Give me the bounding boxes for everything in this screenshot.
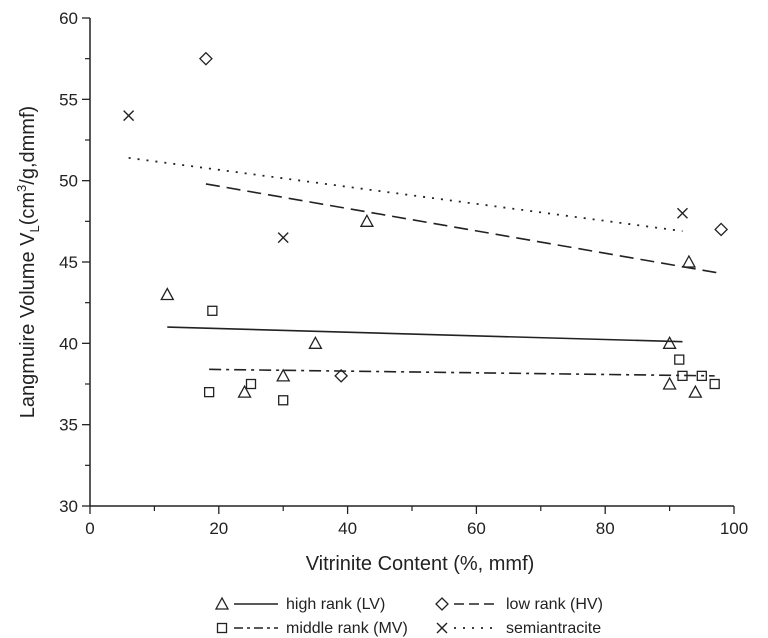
y-tick-label: 30 (59, 497, 78, 516)
point-cross (676, 207, 688, 219)
point-diamond (714, 222, 729, 237)
point-diamond (199, 51, 213, 66)
y-axis-title: Langmuire Volume VL(cm3/g,dmmf) (14, 106, 42, 418)
data-points (123, 51, 729, 406)
legend-marker-square (216, 622, 228, 634)
y-axis-title-close: /g,dmmf) (17, 106, 39, 185)
y-axis-title-subscript: L (27, 225, 42, 232)
x-tick-label: 60 (467, 519, 486, 538)
point-square (278, 395, 289, 406)
y-tick-label: 55 (59, 90, 78, 109)
x-tick-label: 80 (596, 519, 615, 538)
y-tick-label: 35 (59, 416, 78, 435)
point-triangle (688, 384, 703, 398)
point-square (207, 305, 218, 316)
legend-label-cross: semiantracite (506, 620, 601, 637)
fit-line-triangle (167, 326, 683, 343)
point-triangle (276, 368, 291, 382)
y-axis-title-open: (cm (17, 192, 39, 225)
legend-marker-diamond (435, 597, 449, 611)
point-triangle (237, 384, 252, 398)
y-axis-title-superscript: 3 (14, 185, 29, 192)
point-triangle (681, 254, 697, 268)
point-triangle (662, 335, 677, 349)
point-square (677, 370, 688, 382)
x-tick-label: 40 (338, 519, 357, 538)
tick-labels: 0 20 40 60 80 100 30 35 40 45 50 55 60 (59, 9, 748, 538)
y-tick-label: 50 (59, 172, 78, 191)
legend-marker-triangle (214, 596, 230, 610)
legend: high rank (LV) low rank (HV) middle rank (… (214, 596, 603, 637)
fit-line-square (209, 368, 715, 377)
point-square (709, 378, 720, 390)
y-axis-title-main: Langmuire Volume V (17, 232, 39, 418)
point-square (203, 386, 215, 398)
x-tick-label: 100 (720, 519, 748, 538)
x-axis-title: Vitrinite Content (%, mmf) (306, 553, 535, 575)
legend-entry-diamond: low rank (HV) (435, 596, 603, 613)
axes (82, 17, 735, 514)
point-cross-stroke-b (277, 232, 289, 244)
legend-label-diamond: low rank (HV) (506, 596, 603, 613)
legend-entry-square: middle rank (MV) (216, 620, 408, 637)
y-tick-label: 60 (59, 9, 78, 28)
point-square (674, 354, 685, 365)
y-tick-label: 45 (59, 253, 78, 272)
point-triangle (308, 335, 323, 349)
legend-label-square: middle rank (MV) (286, 620, 408, 637)
fit-line-diamond (205, 183, 722, 275)
fit-lines (128, 157, 722, 377)
point-triangle (359, 213, 375, 227)
legend-label-triangle: high rank (LV) (286, 596, 385, 613)
point-cross (277, 232, 289, 244)
x-tick-label: 0 (85, 519, 94, 538)
point-cross-stroke-b (123, 110, 135, 122)
point-square (696, 370, 707, 382)
point-square (245, 378, 257, 390)
point-cross-stroke-b (676, 207, 688, 219)
legend-entry-triangle: high rank (LV) (214, 596, 385, 613)
legend-entry-cross: semiantracite (436, 620, 601, 637)
y-tick-label: 40 (59, 334, 78, 353)
point-cross (123, 110, 135, 122)
point-triangle (662, 376, 677, 390)
legend-marker-cross-stroke-b (436, 622, 448, 634)
fit-line-cross (128, 157, 683, 232)
legend-marker-cross (436, 622, 448, 634)
x-tick-label: 20 (209, 519, 228, 538)
point-triangle (160, 287, 175, 301)
point-diamond (334, 368, 349, 383)
